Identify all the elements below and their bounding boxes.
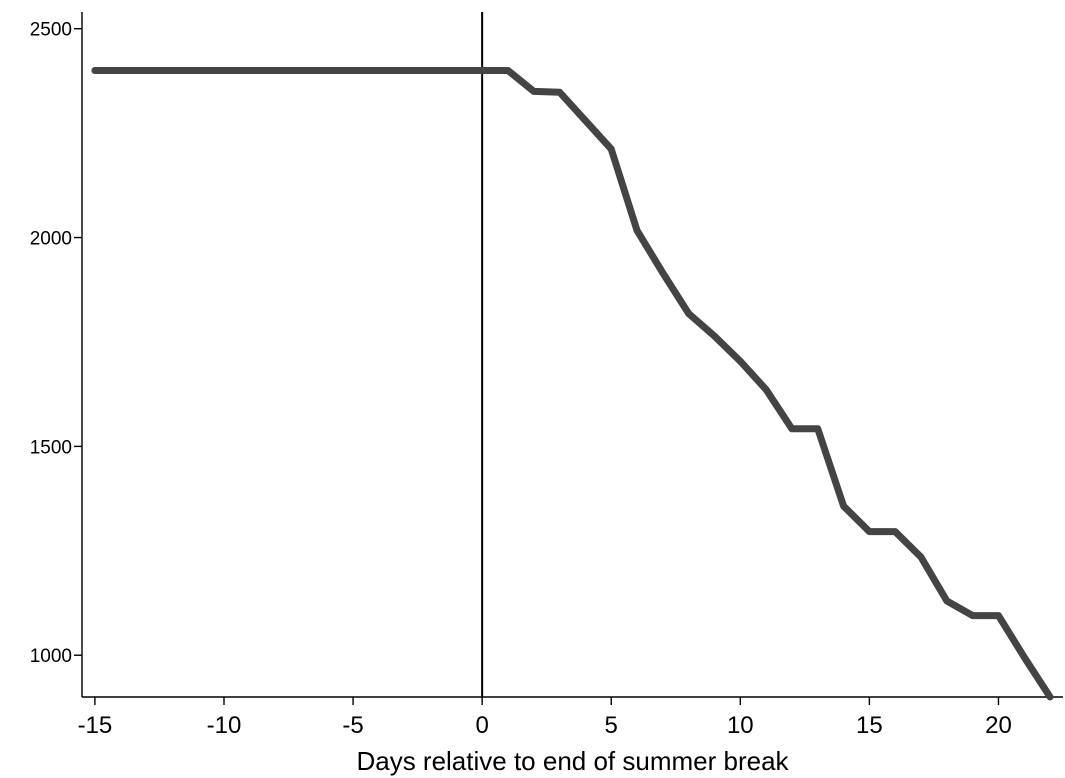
y-tick-label: 1500 xyxy=(30,437,72,458)
y-tick-label: 2500 xyxy=(30,20,72,41)
x-tick-label: -5 xyxy=(342,712,363,739)
series-group xyxy=(91,67,1054,701)
x-tick-label: 5 xyxy=(605,712,618,739)
axes: 1000 1500 2000 2500 -15 -10 -5 0 5 10 15 20 xyxy=(30,12,1063,739)
y-tick-label: 1000 xyxy=(30,646,72,667)
x-tick-label: -10 xyxy=(207,712,242,739)
x-tick-label: 20 xyxy=(985,712,1012,739)
x-axis-label: Days relative to end of summer break xyxy=(356,746,789,776)
x-tick-label: 10 xyxy=(727,712,754,739)
x-tick-label: -15 xyxy=(78,712,113,739)
x-tick-label: 0 xyxy=(475,712,488,739)
series-line xyxy=(91,67,1054,701)
y-tick-label: 2000 xyxy=(30,229,72,250)
x-tick-label: 15 xyxy=(856,712,883,739)
